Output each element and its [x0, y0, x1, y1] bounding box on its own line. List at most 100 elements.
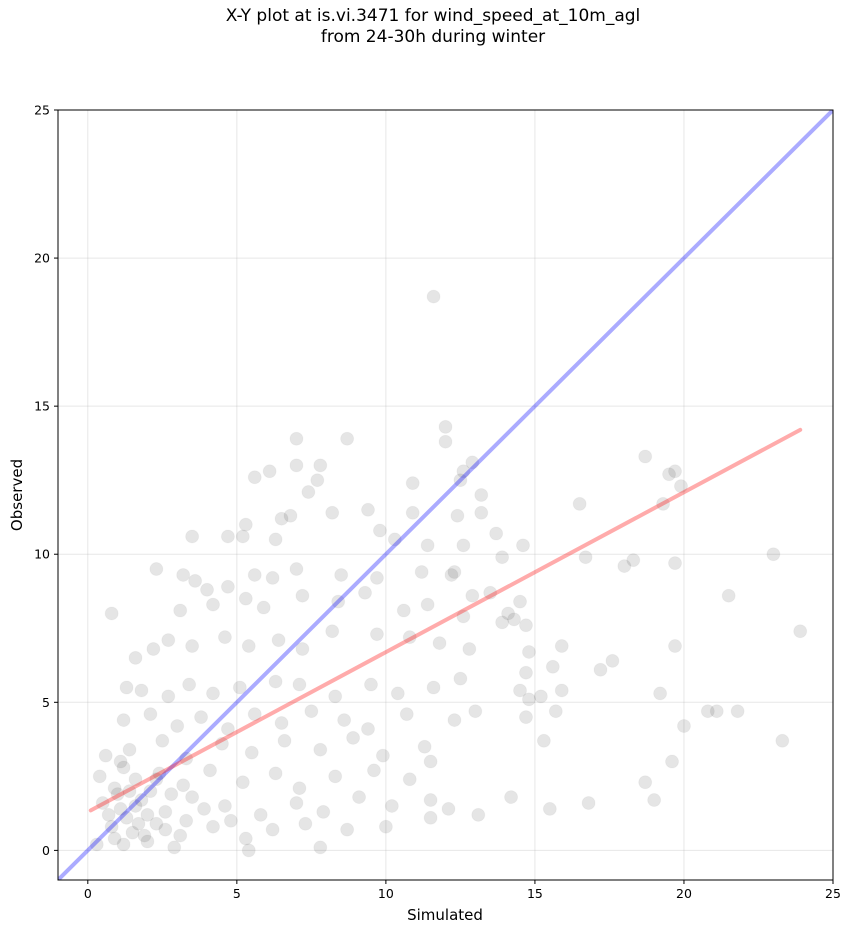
- data-point: [361, 722, 375, 736]
- data-point: [656, 497, 670, 511]
- data-point: [328, 769, 342, 783]
- data-point: [519, 618, 533, 632]
- data-point: [179, 752, 193, 766]
- data-point: [361, 503, 375, 517]
- chart-title-line-1: X-Y plot at is.vi.3471 for wind_speed_at…: [225, 6, 641, 26]
- data-point: [421, 598, 435, 612]
- y-tick-label: 0: [42, 843, 50, 858]
- data-point: [605, 654, 619, 668]
- data-point: [439, 435, 452, 449]
- data-point: [358, 586, 372, 600]
- y-tick-label: 20: [34, 251, 50, 266]
- data-point: [647, 793, 661, 807]
- x-tick-label: 10: [378, 886, 394, 901]
- data-point: [495, 550, 509, 564]
- data-point: [206, 598, 220, 612]
- data-point: [114, 755, 128, 769]
- data-point: [108, 832, 122, 846]
- data-point: [292, 678, 306, 692]
- data-point: [140, 835, 154, 848]
- data-point: [364, 678, 378, 692]
- data-point: [775, 734, 789, 748]
- plot-frame: [57, 109, 834, 881]
- data-point: [242, 639, 256, 653]
- data-point: [236, 775, 250, 789]
- data-point: [543, 802, 557, 816]
- data-point: [450, 509, 464, 523]
- x-tick-label: 15: [527, 886, 543, 901]
- data-point: [218, 799, 232, 813]
- data-point: [176, 568, 190, 582]
- data-point: [421, 538, 435, 552]
- data-point: [143, 784, 157, 798]
- data-point: [102, 808, 116, 822]
- y-tick-label: 15: [34, 399, 50, 414]
- data-point: [513, 683, 527, 697]
- data-point: [295, 589, 309, 603]
- data-point: [367, 763, 381, 777]
- data-point: [427, 681, 441, 694]
- data-point: [137, 829, 151, 843]
- data-point: [462, 642, 476, 656]
- data-point: [269, 675, 283, 689]
- data-point: [370, 627, 384, 641]
- data-point: [456, 464, 470, 478]
- data-point: [495, 615, 509, 629]
- data-point: [245, 746, 259, 760]
- data-point: [149, 562, 163, 576]
- data-point: [93, 769, 107, 783]
- data-point: [513, 595, 527, 609]
- data-point: [453, 473, 467, 487]
- data-point: [185, 639, 199, 653]
- data-point: [439, 420, 452, 434]
- data-point: [236, 529, 250, 543]
- data-point: [340, 823, 354, 837]
- data-point: [224, 814, 238, 828]
- data-point: [334, 568, 348, 582]
- data-point: [129, 772, 142, 786]
- data-point: [123, 784, 137, 798]
- data-point: [126, 826, 140, 840]
- data-point: [134, 793, 148, 807]
- data-point: [173, 829, 187, 843]
- data-point: [516, 538, 530, 552]
- data-point: [289, 796, 303, 810]
- data-points: [90, 290, 807, 857]
- data-point: [149, 772, 163, 786]
- data-point: [197, 802, 211, 816]
- data-point: [158, 823, 172, 837]
- data-point: [793, 624, 807, 638]
- data-point: [447, 713, 461, 727]
- data-point: [269, 532, 283, 546]
- data-point: [388, 532, 402, 546]
- data-point: [489, 527, 503, 540]
- axis-ticks: 0 5 10 15 20 25 0 5 10 15 20 25: [34, 103, 841, 902]
- data-point: [447, 565, 461, 579]
- data-point: [117, 713, 131, 727]
- data-point: [90, 837, 104, 851]
- data-point: [346, 731, 360, 745]
- data-point: [140, 808, 154, 822]
- data-point: [731, 704, 745, 718]
- data-point: [674, 479, 688, 493]
- data-point: [665, 755, 679, 769]
- data-point: [424, 811, 438, 825]
- data-point: [504, 790, 518, 804]
- data-point: [176, 778, 190, 792]
- data-point: [313, 743, 327, 757]
- data-point: [483, 586, 497, 600]
- data-point: [272, 633, 286, 647]
- data-point: [248, 707, 262, 721]
- data-point: [161, 689, 175, 703]
- data-point: [289, 562, 303, 576]
- data-point: [239, 518, 253, 532]
- data-point: [221, 722, 235, 736]
- data-point: [248, 568, 262, 582]
- data-point: [433, 636, 447, 650]
- data-point: [206, 686, 220, 700]
- data-point: [257, 601, 271, 615]
- data-point: [221, 529, 235, 543]
- x-tick-label: 20: [676, 886, 692, 901]
- data-point: [173, 604, 187, 617]
